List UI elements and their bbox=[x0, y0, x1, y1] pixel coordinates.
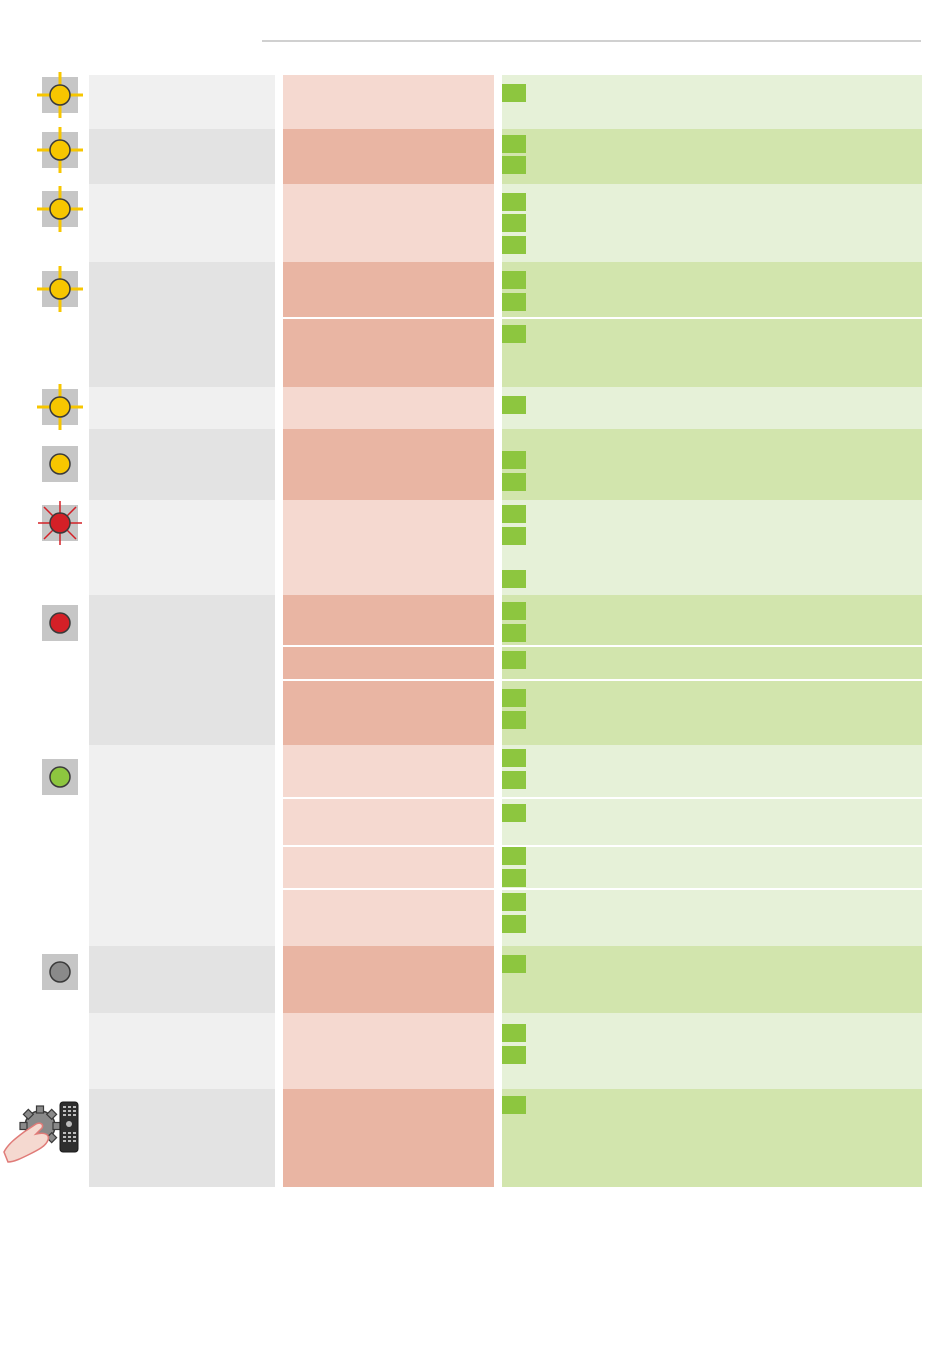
solution-cell bbox=[502, 681, 922, 745]
cause-cell bbox=[283, 890, 494, 946]
cause-cell bbox=[283, 387, 494, 429]
step-bullet bbox=[502, 1096, 526, 1114]
yellow-blinking-led-icon bbox=[37, 72, 83, 118]
solution-cell bbox=[502, 847, 922, 888]
solution-cell bbox=[502, 799, 922, 845]
state-cell bbox=[89, 387, 275, 429]
step-bullet bbox=[502, 847, 526, 865]
step-bullet bbox=[502, 505, 526, 523]
step-bullet bbox=[502, 236, 526, 254]
step-bullet bbox=[502, 293, 526, 311]
step-bullet bbox=[502, 804, 526, 822]
step-bullet bbox=[502, 915, 526, 933]
cause-cell bbox=[283, 946, 494, 1013]
solution-cell bbox=[502, 647, 922, 679]
cause-cell bbox=[283, 429, 494, 500]
cause-cell bbox=[283, 799, 494, 845]
solution-cell bbox=[502, 745, 922, 797]
cause-cell bbox=[283, 681, 494, 745]
step-bullet bbox=[502, 893, 526, 911]
solution-cell bbox=[502, 500, 922, 595]
state-cell bbox=[89, 595, 275, 745]
cause-cell bbox=[283, 745, 494, 797]
solution-cell bbox=[502, 890, 922, 946]
state-cell bbox=[89, 129, 275, 184]
state-cell bbox=[89, 745, 275, 946]
red-steady-led-icon bbox=[42, 605, 78, 641]
step-bullet bbox=[502, 711, 526, 729]
step-bullet bbox=[502, 1024, 526, 1042]
step-bullet bbox=[502, 84, 526, 102]
cause-cell bbox=[283, 1013, 494, 1089]
step-bullet bbox=[502, 955, 526, 973]
header-rule bbox=[262, 40, 921, 42]
yellow-blinking-led-icon bbox=[37, 127, 83, 173]
step-bullet bbox=[502, 689, 526, 707]
state-cell bbox=[89, 500, 275, 595]
settings-remote-hand-icon bbox=[2, 1098, 84, 1166]
solution-cell bbox=[502, 319, 922, 387]
solution-cell bbox=[502, 595, 922, 645]
cause-cell bbox=[283, 647, 494, 679]
cause-cell bbox=[283, 500, 494, 595]
step-bullet bbox=[502, 214, 526, 232]
cause-cell bbox=[283, 75, 494, 129]
step-bullet bbox=[502, 396, 526, 414]
solution-cell bbox=[502, 1013, 922, 1089]
step-bullet bbox=[502, 869, 526, 887]
solution-cell bbox=[502, 429, 922, 500]
solution-cell bbox=[502, 946, 922, 1013]
step-bullet bbox=[502, 527, 526, 545]
solution-cell bbox=[502, 129, 922, 184]
solution-cell bbox=[502, 75, 922, 129]
step-bullet bbox=[502, 473, 526, 491]
yellow-blinking-led-icon bbox=[37, 186, 83, 232]
yellow-blinking-led-icon bbox=[37, 266, 83, 312]
state-cell bbox=[89, 262, 275, 387]
solution-cell bbox=[502, 1089, 922, 1187]
cause-cell bbox=[283, 262, 494, 317]
step-bullet bbox=[502, 771, 526, 789]
step-bullet bbox=[502, 570, 526, 588]
step-bullet bbox=[502, 271, 526, 289]
step-bullet bbox=[502, 451, 526, 469]
step-bullet bbox=[502, 651, 526, 669]
step-bullet bbox=[502, 325, 526, 343]
cause-cell bbox=[283, 595, 494, 645]
cause-cell bbox=[283, 1089, 494, 1187]
step-bullet bbox=[502, 624, 526, 642]
step-bullet bbox=[502, 135, 526, 153]
step-bullet bbox=[502, 602, 526, 620]
state-cell bbox=[89, 946, 275, 1013]
yellow-steady-led-icon bbox=[42, 446, 78, 482]
state-cell bbox=[89, 429, 275, 500]
cause-cell bbox=[283, 184, 494, 262]
cause-cell bbox=[283, 847, 494, 888]
state-cell bbox=[89, 1013, 275, 1089]
state-cell bbox=[89, 184, 275, 262]
step-bullet bbox=[502, 749, 526, 767]
step-bullet bbox=[502, 193, 526, 211]
state-cell bbox=[89, 1089, 275, 1187]
cause-cell bbox=[283, 129, 494, 184]
yellow-blinking-led-icon bbox=[37, 384, 83, 430]
state-cell bbox=[89, 75, 275, 129]
cause-cell bbox=[283, 319, 494, 387]
solution-cell bbox=[502, 184, 922, 262]
solution-cell bbox=[502, 262, 922, 317]
step-bullet bbox=[502, 156, 526, 174]
step-bullet bbox=[502, 1046, 526, 1064]
grey-off-led-icon bbox=[42, 954, 78, 990]
red-blinking-led-icon bbox=[38, 501, 82, 545]
green-steady-led-icon bbox=[42, 759, 78, 795]
solution-cell bbox=[502, 387, 922, 429]
